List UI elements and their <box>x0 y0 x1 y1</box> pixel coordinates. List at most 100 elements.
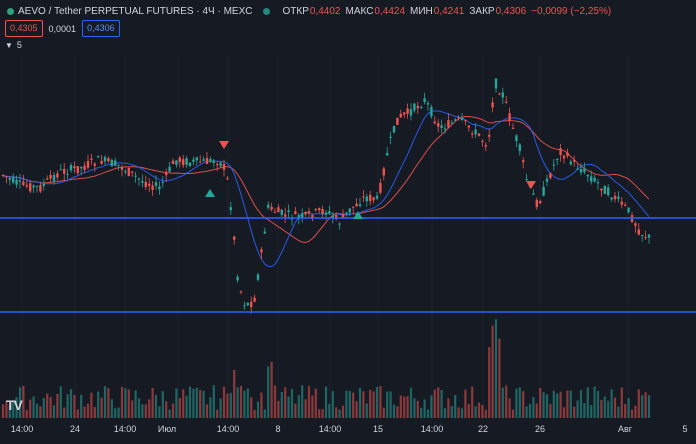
buy-price-button[interactable]: 0,4306 <box>82 20 120 37</box>
x-axis-tick-label: 8 <box>275 424 280 434</box>
volume-bar <box>511 409 515 418</box>
volume-bar <box>120 386 124 418</box>
volume-bar <box>569 390 572 418</box>
candle-body <box>301 213 304 218</box>
candle-body <box>522 160 525 163</box>
candle-body <box>195 157 198 161</box>
volume-bar <box>409 387 413 418</box>
volume-bar <box>375 387 379 418</box>
chevron-down-icon[interactable]: ▼ <box>5 40 13 50</box>
candle-body <box>114 160 117 166</box>
volume-bar <box>515 388 518 418</box>
volume-bar <box>304 399 307 418</box>
volume-bar <box>277 400 280 418</box>
volume-bar <box>90 392 93 418</box>
volume-bar <box>522 391 525 418</box>
symbol-title[interactable]: AEVO / Tether PERPETUAL FUTURES · 4Ч · M… <box>18 5 253 17</box>
candle-body <box>593 177 596 182</box>
candle-body <box>637 229 640 235</box>
volume-bar <box>420 407 423 418</box>
tradingview-logo[interactable]: TV <box>6 397 23 413</box>
candle-body <box>324 212 328 215</box>
candle-body <box>338 223 341 225</box>
candle-body <box>307 211 311 214</box>
candle-body <box>280 209 283 215</box>
volume-bar <box>83 406 86 418</box>
candle-body <box>443 128 447 130</box>
volume-bar <box>270 361 273 418</box>
market-status-icon[interactable] <box>262 7 270 15</box>
candle-body <box>525 179 528 181</box>
candle-body <box>566 152 569 156</box>
candle-body <box>8 178 11 180</box>
candle-body <box>165 171 168 176</box>
volume-bar <box>647 395 651 418</box>
sell-signal-marker <box>526 181 536 189</box>
candle-body <box>66 174 69 176</box>
volume-bar <box>406 396 409 418</box>
volume-bar <box>69 389 73 418</box>
x-axis-tick-label: 5 <box>682 424 687 434</box>
volume-bar <box>389 391 392 418</box>
candle-body <box>270 206 273 210</box>
x-axis-tick-label: 22 <box>478 424 488 434</box>
volume-bar <box>93 407 96 418</box>
volume-bar <box>535 403 538 418</box>
candle-body <box>52 175 56 182</box>
volume-bar <box>634 405 637 418</box>
volume-bar <box>131 400 134 418</box>
volume-bar <box>579 390 583 418</box>
candle-body <box>484 144 487 147</box>
ohlc-low-label: МИН <box>410 5 433 17</box>
volume-bar <box>518 387 521 418</box>
volume-bar <box>549 404 552 418</box>
volume-bar <box>5 401 8 418</box>
candle-body <box>596 182 600 184</box>
volume-bar <box>423 399 426 418</box>
candle-body <box>267 204 270 208</box>
candle-body <box>600 188 603 191</box>
candle-body <box>314 209 317 211</box>
symbol-logo-icon <box>7 7 14 15</box>
candle-body <box>29 183 32 192</box>
volume-bar <box>481 404 484 418</box>
candle-body <box>124 171 127 173</box>
sell-signal-marker <box>219 141 229 149</box>
ohlc-low-value: 0,4241 <box>433 5 465 17</box>
volume-bar <box>219 398 222 418</box>
candle-body <box>222 163 226 170</box>
volume-bar <box>624 404 627 418</box>
volume-bar <box>539 387 542 418</box>
volume-bar <box>52 405 56 418</box>
candle-body <box>464 120 467 122</box>
volume-bar <box>392 404 396 418</box>
candle-body <box>641 235 644 237</box>
volume-bar <box>124 388 127 418</box>
volume-bar <box>613 397 617 418</box>
candle-body <box>624 204 627 206</box>
volume-bar <box>328 403 331 418</box>
x-axis-tick-label: 14:00 <box>217 424 240 434</box>
candle-body <box>318 208 321 211</box>
volume-bar <box>369 389 372 418</box>
ohlc-open-label: ОТКР <box>282 5 309 17</box>
candle-body <box>375 195 379 199</box>
volume-bar <box>86 403 90 418</box>
candle-body <box>352 206 355 208</box>
volume-bar <box>100 397 103 418</box>
volume-bar <box>161 391 164 418</box>
volume-bar <box>178 398 181 418</box>
volume-bar <box>18 387 22 418</box>
ma-fast-line <box>2 110 650 268</box>
indicators-toggle[interactable]: ▼ 5 <box>5 40 22 50</box>
candle-body <box>90 158 93 160</box>
sell-price-button[interactable]: 0,4305 <box>5 20 43 37</box>
candle-body <box>321 208 324 215</box>
volume-bar <box>532 397 535 418</box>
candle-body <box>42 183 45 186</box>
volume-bar <box>382 407 385 418</box>
volume-bar <box>107 388 110 418</box>
candle-body <box>518 144 521 152</box>
